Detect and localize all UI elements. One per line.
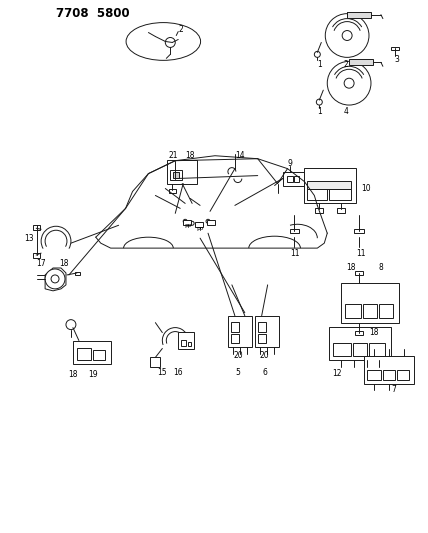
Bar: [33, 225, 40, 230]
Bar: [178, 332, 194, 350]
Bar: [379, 304, 393, 318]
Bar: [289, 229, 300, 233]
Circle shape: [206, 219, 210, 223]
Bar: [294, 175, 300, 182]
Text: 5: 5: [235, 368, 240, 377]
Bar: [315, 208, 323, 213]
Bar: [307, 181, 351, 189]
Text: 15: 15: [158, 368, 167, 377]
Text: 17: 17: [36, 259, 46, 268]
Text: PP: PP: [184, 224, 192, 229]
Bar: [286, 175, 294, 182]
Circle shape: [198, 223, 202, 227]
Circle shape: [316, 99, 322, 105]
Text: 21: 21: [168, 151, 178, 160]
Bar: [207, 220, 215, 225]
Circle shape: [45, 269, 65, 289]
Polygon shape: [45, 268, 66, 291]
Bar: [183, 220, 191, 225]
Text: 14: 14: [235, 151, 245, 160]
Bar: [173, 172, 179, 177]
Bar: [150, 358, 160, 367]
Circle shape: [183, 219, 187, 223]
Bar: [282, 172, 304, 185]
Text: 18: 18: [369, 328, 379, 337]
Ellipse shape: [126, 22, 201, 60]
Bar: [354, 229, 364, 233]
Text: 8: 8: [378, 263, 383, 272]
Text: 13: 13: [24, 233, 34, 243]
Circle shape: [342, 30, 352, 41]
Circle shape: [325, 14, 369, 58]
Text: 20: 20: [260, 351, 270, 360]
Text: 1: 1: [317, 107, 322, 116]
Bar: [231, 321, 239, 332]
Circle shape: [51, 275, 59, 283]
Bar: [258, 321, 266, 332]
Bar: [383, 370, 395, 380]
Bar: [188, 342, 191, 346]
Bar: [364, 357, 414, 384]
Bar: [329, 189, 351, 200]
Bar: [73, 341, 111, 365]
Bar: [167, 160, 197, 183]
Text: 2: 2: [344, 60, 348, 69]
Bar: [391, 47, 399, 51]
Text: 10: 10: [361, 184, 371, 193]
Bar: [363, 304, 377, 318]
Bar: [355, 330, 363, 335]
Text: PP: PP: [196, 227, 204, 232]
Bar: [329, 327, 391, 360]
Bar: [93, 351, 105, 360]
Circle shape: [165, 37, 175, 47]
Bar: [349, 59, 373, 66]
Text: 11: 11: [290, 248, 299, 257]
Text: 12: 12: [333, 369, 342, 378]
Bar: [355, 271, 363, 275]
Bar: [195, 222, 203, 227]
Text: 7: 7: [391, 385, 396, 394]
Bar: [347, 12, 371, 18]
Bar: [228, 316, 252, 348]
Bar: [353, 343, 367, 357]
Text: 18: 18: [59, 259, 69, 268]
Bar: [397, 370, 409, 380]
Bar: [307, 189, 327, 200]
Text: 11: 11: [356, 248, 366, 257]
Circle shape: [314, 51, 320, 58]
Bar: [367, 370, 381, 380]
Text: 18: 18: [346, 263, 356, 272]
Bar: [231, 334, 239, 343]
Bar: [75, 272, 80, 275]
Circle shape: [344, 78, 354, 88]
Bar: [341, 283, 399, 322]
Text: 18: 18: [185, 151, 195, 160]
Bar: [369, 343, 385, 357]
Text: 7708  5800: 7708 5800: [56, 7, 130, 20]
Text: 16: 16: [173, 368, 183, 377]
Bar: [169, 189, 176, 193]
Text: 1: 1: [317, 60, 322, 69]
Text: 2: 2: [179, 25, 184, 34]
Bar: [255, 316, 279, 348]
Text: 18: 18: [68, 370, 77, 379]
Bar: [345, 304, 361, 318]
Text: 3: 3: [394, 55, 399, 64]
Bar: [304, 168, 356, 204]
Bar: [181, 340, 186, 346]
Text: 19: 19: [88, 370, 98, 379]
Bar: [258, 334, 266, 343]
Text: 4: 4: [344, 107, 348, 116]
Bar: [333, 343, 351, 357]
Text: 20: 20: [233, 351, 243, 360]
Bar: [77, 349, 91, 360]
Bar: [33, 253, 40, 258]
Circle shape: [190, 221, 194, 225]
Bar: [170, 169, 182, 180]
Circle shape: [327, 61, 371, 105]
Circle shape: [66, 320, 76, 329]
Bar: [337, 208, 345, 213]
Text: 6: 6: [262, 368, 267, 377]
Text: 9: 9: [287, 159, 292, 168]
